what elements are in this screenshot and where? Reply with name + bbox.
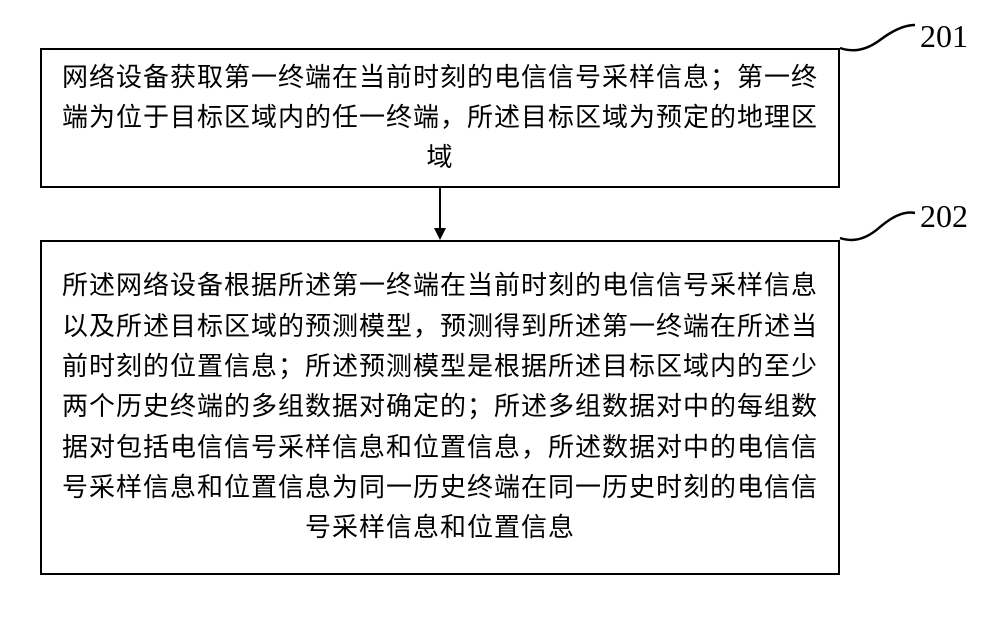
step-label-202: 202 <box>920 198 968 235</box>
brace-connector-202 <box>840 205 920 245</box>
step-box-201: 网络设备获取第一终端在当前时刻的电信信号采样信息；第一终端为位于目标区域内的任一… <box>40 48 840 188</box>
arrow-201-to-202 <box>430 188 450 240</box>
step-label-201: 201 <box>920 18 968 55</box>
brace-connector-201 <box>840 20 920 60</box>
step-text-201: 网络设备获取第一终端在当前时刻的电信信号采样信息；第一终端为位于目标区域内的任一… <box>62 58 818 179</box>
step-text-202: 所述网络设备根据所述第一终端在当前时刻的电信信号采样信息以及所述目标区域的预测模… <box>62 266 818 548</box>
flowchart-container: 网络设备获取第一终端在当前时刻的电信信号采样信息；第一终端为位于目标区域内的任一… <box>0 0 1000 622</box>
step-box-202: 所述网络设备根据所述第一终端在当前时刻的电信信号采样信息以及所述目标区域的预测模… <box>40 240 840 575</box>
